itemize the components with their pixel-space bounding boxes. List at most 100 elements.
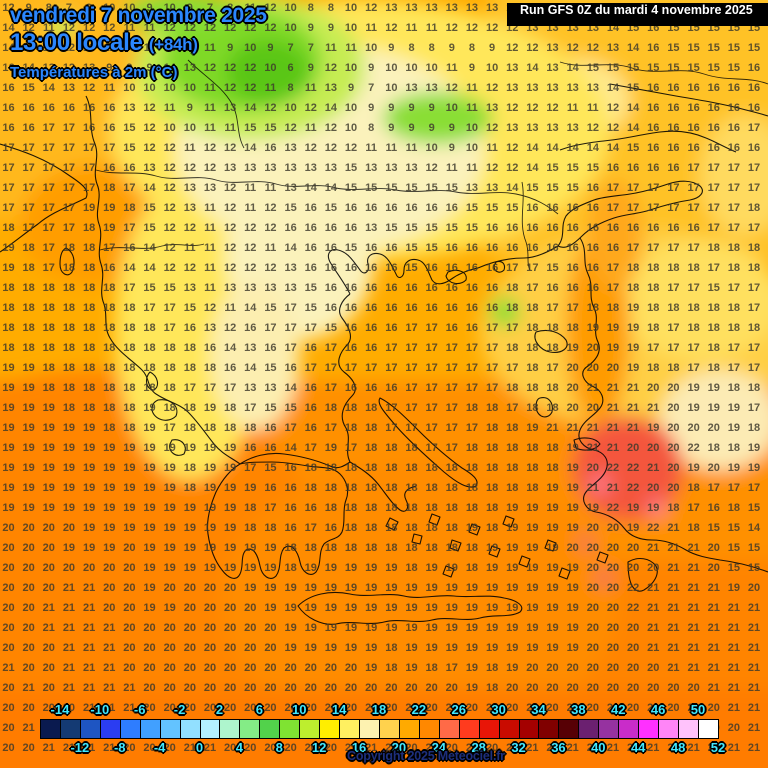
grid-temperature: 14: [123, 262, 136, 274]
grid-temperature: 21: [647, 402, 660, 414]
grid-temperature: 11: [204, 262, 216, 274]
grid-temperature: 16: [123, 242, 136, 254]
grid-temperature: 18: [667, 302, 680, 314]
legend-cell: [599, 720, 620, 738]
grid-temperature: 12: [163, 242, 176, 254]
grid-temperature: 18: [42, 282, 55, 294]
grid-temperature: 16: [647, 162, 660, 174]
grid-temperature: 13: [566, 82, 579, 94]
grid-temperature: 21: [526, 742, 539, 754]
grid-temperature: 21: [667, 602, 680, 614]
legend-cell: [300, 720, 321, 738]
grid-temperature: 17: [22, 182, 35, 194]
grid-temperature: 16: [727, 82, 741, 94]
grid-temperature: 18: [687, 482, 700, 494]
grid-temperature: 20: [244, 622, 257, 634]
grid-temperature: 10: [103, 2, 116, 14]
grid-temperature: 21: [727, 602, 741, 614]
grid-temperature: 10: [123, 2, 136, 14]
grid-temperature: 22: [627, 482, 640, 494]
grid-temperature: 21: [103, 742, 116, 754]
legend-cell: [519, 720, 540, 738]
grid-temperature: 18: [485, 482, 499, 494]
grid-temperature: 17: [747, 302, 761, 314]
grid-temperature: 17: [707, 162, 720, 174]
grid-temperature: 20: [103, 562, 116, 574]
grid-temperature: 15: [264, 302, 277, 314]
grid-temperature: 9: [25, 2, 32, 14]
grid-temperature: 10: [344, 22, 358, 34]
grid-temperature: 20: [707, 742, 720, 754]
grid-temperature: 16: [707, 142, 720, 154]
grid-temperature: 19: [284, 602, 297, 614]
grid-temperature: 17: [62, 162, 76, 174]
grid-temperature: 17: [506, 402, 519, 414]
grid-temperature: 20: [606, 602, 620, 614]
grid-temperature: 20: [2, 602, 15, 614]
grid-temperature: 20: [425, 742, 438, 754]
grid-temperature: 7: [65, 2, 72, 14]
grid-temperature: 21: [103, 682, 116, 694]
grid-temperature: 20: [546, 682, 559, 694]
grid-temperature: 22: [606, 502, 620, 514]
grid-temperature: 15: [344, 162, 358, 174]
grid-temperature: 18: [304, 482, 317, 494]
grid-temperature: 20: [606, 362, 620, 374]
grid-temperature: 16: [2, 62, 15, 74]
grid-temperature: 20: [143, 702, 156, 714]
grid-temperature: 14: [143, 242, 156, 254]
grid-temperature: 19: [445, 642, 458, 654]
grid-temperature: 20: [344, 702, 358, 714]
grid-temperature: 16: [365, 202, 378, 214]
grid-temperature: 13: [324, 162, 338, 174]
grid-temperature: 18: [465, 502, 479, 514]
grid-temperature: 21: [82, 702, 96, 714]
grid-temperature: 17: [324, 342, 338, 354]
grid-temperature: 9: [368, 102, 375, 114]
grid-temperature: 17: [405, 362, 418, 374]
grid-temperature: 18: [22, 242, 35, 254]
grid-temperature: 20: [566, 382, 579, 394]
grid-temperature: 21: [62, 662, 76, 674]
grid-temperature: 19: [445, 562, 458, 574]
grid-temperature: 21: [667, 642, 680, 654]
grid-temperature: 19: [244, 582, 257, 594]
grid-temperature: 17: [405, 422, 418, 434]
grid-temperature: 20: [203, 702, 217, 714]
grid-temperature: 20: [485, 702, 499, 714]
grid-temperature: 12: [82, 22, 96, 34]
grid-temperature: 17: [747, 482, 761, 494]
grid-temperature: 16: [103, 122, 116, 134]
grid-temperature: 19: [546, 542, 559, 554]
grid-temperature: 20: [324, 742, 338, 754]
grid-temperature: 18: [62, 282, 76, 294]
grid-temperature: 21: [42, 602, 55, 614]
grid-temperature: 17: [163, 422, 176, 434]
grid-temperature: 18: [2, 302, 15, 314]
grid-temperature: 17: [606, 182, 620, 194]
grid-temperature: 18: [485, 442, 499, 454]
grid-temperature: 18: [707, 302, 720, 314]
grid-temperature: 20: [264, 742, 277, 754]
grid-temperature: 19: [22, 402, 35, 414]
grid-temperature: 18: [405, 562, 418, 574]
grid-temperature: 22: [687, 442, 700, 454]
grid-temperature: 20: [42, 682, 55, 694]
grid-temperature: 19: [2, 362, 15, 374]
grid-temperature: 20: [244, 662, 257, 674]
grid-temperature: 15: [546, 162, 559, 174]
grid-temperature: 19: [62, 482, 76, 494]
grid-temperature: 20: [647, 382, 660, 394]
grid-temperature: 20: [566, 542, 579, 554]
grid-temperature: 21: [606, 382, 620, 394]
grid-temperature: 21: [687, 562, 700, 574]
grid-temperature: 15: [385, 182, 398, 194]
grid-temperature: 18: [22, 262, 35, 274]
grid-temperature: 10: [445, 102, 458, 114]
grid-temperature: 20: [224, 682, 237, 694]
grid-temperature: 14: [244, 362, 257, 374]
grid-temperature: 16: [344, 302, 358, 314]
grid-temperature: 19: [224, 502, 237, 514]
grid-temperature: 15: [284, 402, 297, 414]
grid-temperature: 11: [365, 22, 378, 34]
